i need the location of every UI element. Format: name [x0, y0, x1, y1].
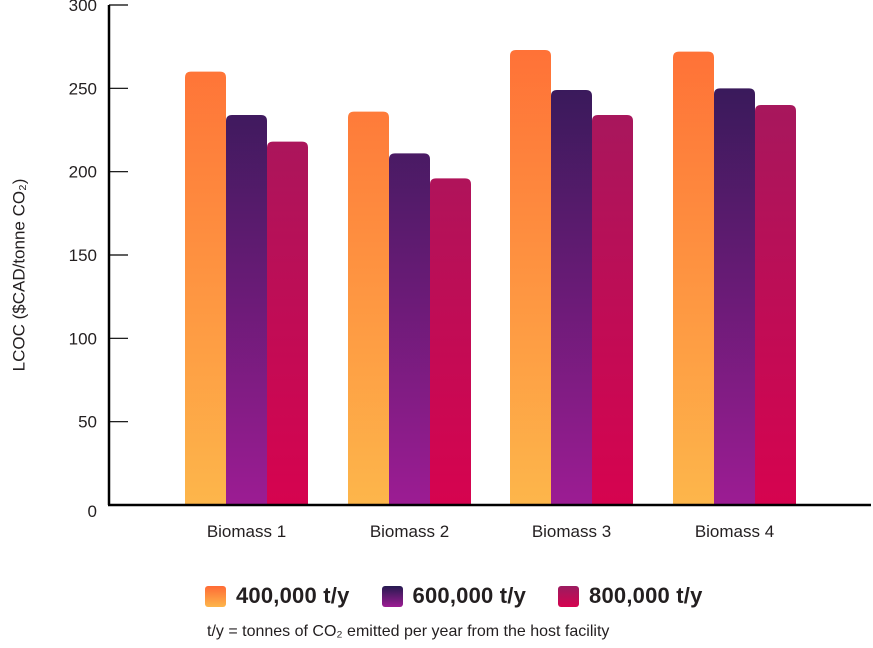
legend-label-600k: 600,000 t/y — [412, 583, 527, 608]
legend-swatch-400k — [205, 585, 226, 607]
x-tick-label: Biomass 3 — [532, 522, 611, 541]
legend-item-600k: 600,000 t/y — [381, 583, 527, 609]
y-tick-label: 0 — [88, 502, 97, 521]
legend: 400,000 t/y 600,000 t/y 800,000 t/y — [205, 583, 735, 609]
bar-biomass-1-series-2 — [226, 115, 267, 505]
y-tick-label: 300 — [69, 0, 97, 15]
bar-biomass-3-series-1 — [510, 50, 551, 505]
bar-biomass-4-series-3 — [755, 105, 796, 505]
bar-biomass-2-series-3 — [430, 178, 471, 506]
x-tick-label: Biomass 2 — [370, 522, 449, 541]
legend-swatch-800k — [558, 585, 580, 607]
legend-label-400k: 400,000 t/y — [236, 583, 350, 608]
bar-biomass-3-series-3 — [592, 115, 633, 505]
bar-biomass-4-series-1 — [673, 51, 714, 506]
y-ticks-group: 0 50 100 150 200 250 300 — [69, 0, 128, 521]
bar-biomass-1-series-1 — [185, 71, 226, 506]
y-tick-label: 100 — [69, 329, 97, 348]
legend-item-400k: 400,000 t/y — [205, 583, 350, 609]
footnote: t/y = tonnes of CO₂ emitted per year fro… — [207, 623, 610, 640]
legend-label-800k: 800,000 t/y — [589, 583, 703, 608]
bar-biomass-2-series-2 — [389, 153, 430, 506]
bar-biomass-1-series-3 — [267, 141, 308, 505]
y-tick-label: 200 — [69, 163, 97, 182]
legend-swatch-600k — [381, 585, 403, 607]
bar-biomass-4-series-2 — [714, 88, 755, 505]
x-tick-label: Biomass 1 — [207, 522, 286, 541]
y-tick-label: 150 — [69, 246, 97, 265]
bar-biomass-3-series-2 — [551, 90, 592, 505]
bar-biomass-2-series-1 — [348, 111, 389, 506]
y-tick-label: 50 — [78, 413, 97, 432]
x-tick-label: Biomass 4 — [695, 522, 774, 541]
y-tick-label: 250 — [69, 79, 97, 98]
legend-item-800k: 800,000 t/y — [558, 583, 703, 609]
bars-group — [185, 50, 796, 506]
x-labels-group: Biomass 1 Biomass 2 Biomass 3 Biomass 4 — [207, 522, 774, 541]
y-axis-title: LCOC ($CAD/tonne CO₂) — [9, 179, 28, 372]
